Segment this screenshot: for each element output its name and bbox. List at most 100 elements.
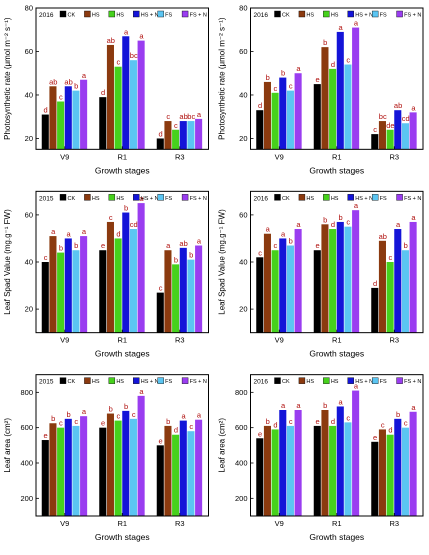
significance-label: b (266, 73, 270, 82)
bar (80, 236, 88, 333)
year-label: 2016 (254, 195, 269, 202)
x-tick-label: R1 (117, 519, 127, 528)
bar (409, 411, 417, 516)
legend-swatch (347, 377, 354, 384)
significance-label: a (281, 401, 286, 410)
legend-swatch (59, 194, 67, 201)
significance-label: b (124, 402, 128, 411)
bar (352, 27, 360, 150)
bar (371, 287, 379, 333)
significance-label: a (197, 411, 202, 420)
bar (313, 84, 321, 150)
bar (106, 44, 114, 150)
y-tick-label: 200 (235, 494, 248, 503)
significance-label: d (331, 220, 335, 229)
x-tick-label: R1 (117, 336, 127, 345)
bar (195, 118, 203, 150)
legend-label: CK (68, 379, 76, 385)
legend-swatch (298, 194, 306, 201)
significance-label: c (132, 410, 136, 419)
y-tick-label: 200 (20, 494, 33, 503)
significance-label: bc (130, 51, 138, 60)
legend: CK HS HS HS + N FS FS + N (59, 377, 207, 385)
x-tick-label: V9 (275, 336, 284, 345)
significance-label: c (44, 253, 48, 262)
bar (114, 238, 122, 333)
y-tick-label: 400 (20, 459, 33, 468)
significance-label: a (139, 32, 144, 41)
significance-label: e (101, 241, 105, 250)
significance-label: e (101, 419, 105, 428)
y-tick-label: 60 (25, 47, 33, 56)
bar (106, 221, 114, 333)
legend-label: HS + N (355, 379, 373, 385)
significance-label: c (373, 125, 377, 134)
x-tick-label: V9 (60, 519, 69, 528)
y-tick-label: 800 (235, 388, 248, 397)
y-axis-title: Leaf Spad Value (mg.g⁻¹ FW) (3, 209, 12, 315)
bar (137, 203, 145, 333)
significance-label: b (74, 241, 78, 250)
bar (394, 110, 402, 150)
legend-label: HS (306, 379, 314, 385)
significance-label: a (354, 382, 359, 391)
significance-label: a (51, 227, 56, 236)
legend-swatch (108, 10, 116, 18)
x-tick-label: V9 (275, 152, 284, 161)
bar (409, 221, 417, 333)
significance-label: de (386, 121, 394, 130)
significance-label: c (289, 82, 293, 91)
significance-label: c (166, 112, 170, 121)
significance-label: c (117, 58, 121, 67)
bar (41, 440, 49, 516)
bar (352, 210, 360, 333)
legend-label: HS + N (355, 13, 373, 19)
x-axis-title: Growth stages (309, 532, 364, 542)
legend-swatch (59, 10, 67, 18)
bar (64, 86, 72, 150)
bar (164, 425, 172, 516)
legend-label: HS (92, 196, 100, 202)
x-axis: V9 R1 R3 (275, 146, 399, 161)
significance-label: ab (179, 112, 187, 121)
significance-label: ab (107, 36, 115, 45)
significance-label: a (354, 19, 359, 28)
x-axis-title: Growth stages (95, 165, 150, 175)
significance-label: a (181, 412, 186, 421)
legend-swatch (396, 194, 403, 201)
legend-label: HS + N (141, 196, 159, 202)
x-tick-label: R1 (117, 152, 127, 161)
bar (187, 259, 195, 333)
significance-label: c (404, 419, 408, 428)
x-tick-label: V9 (60, 152, 69, 161)
significance-label: a (139, 194, 144, 203)
bar (72, 250, 80, 333)
legend-label: CK (282, 196, 290, 202)
legend-swatch (84, 10, 91, 18)
bar (164, 250, 172, 333)
significance-label: c (346, 413, 350, 422)
y-tick-label: 400 (235, 459, 248, 468)
y-axis: 20 40 60 (239, 210, 254, 314)
significance-label: a (124, 27, 129, 36)
x-axis-title: Growth stages (309, 165, 364, 175)
legend-swatch (323, 194, 330, 201)
bar (122, 212, 130, 333)
legend-label: FS + N (190, 379, 207, 385)
bar (49, 236, 57, 333)
bar (313, 425, 321, 516)
significance-label: a (296, 64, 301, 73)
significance-label: d (273, 420, 277, 429)
significance-label: ab (394, 101, 402, 110)
bar (80, 416, 88, 516)
bar (321, 47, 329, 150)
bar (57, 252, 65, 333)
bar (57, 427, 65, 516)
legend-label: FS + N (404, 379, 421, 385)
x-axis-title: Growth stages (95, 532, 150, 542)
legend-label: HS (331, 379, 339, 385)
significance-label: a (266, 225, 271, 234)
bar (99, 250, 107, 333)
